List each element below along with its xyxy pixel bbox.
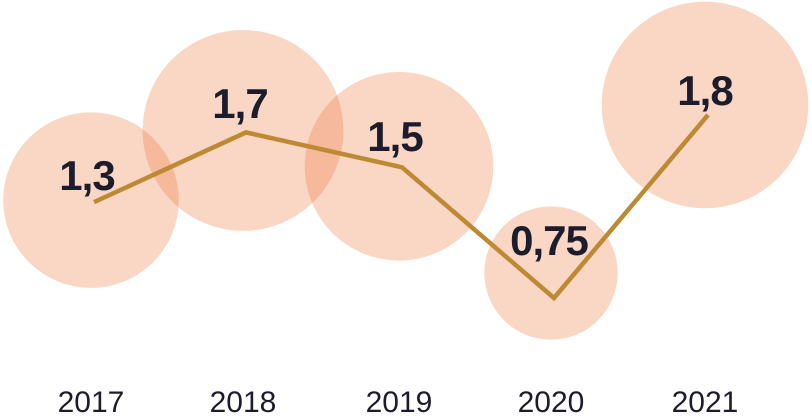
x-axis-label-2019: 2019 bbox=[366, 386, 433, 416]
x-axis-label-2021: 2021 bbox=[672, 386, 739, 416]
x-axis-label-2018: 2018 bbox=[210, 386, 277, 416]
value-label-2018: 1,7 bbox=[212, 80, 267, 127]
value-label-2021: 1,8 bbox=[677, 67, 733, 114]
trend-line bbox=[93, 113, 710, 302]
bubble-2018 bbox=[142, 30, 344, 231]
x-axis-label-2017: 2017 bbox=[58, 386, 125, 416]
value-label-2017: 1,3 bbox=[59, 152, 114, 199]
x-axis-label-2020: 2020 bbox=[518, 386, 585, 416]
bubble-2020 bbox=[484, 206, 618, 340]
value-label-2019: 1,5 bbox=[367, 113, 423, 160]
bubble-2017 bbox=[3, 112, 179, 288]
value-label-2020: 0,75 bbox=[510, 217, 588, 264]
bubble-2021 bbox=[601, 1, 809, 209]
